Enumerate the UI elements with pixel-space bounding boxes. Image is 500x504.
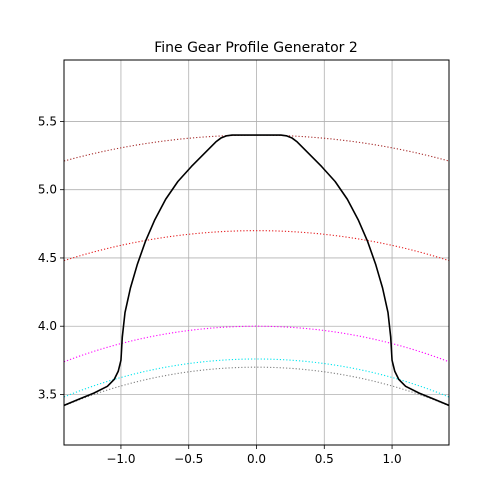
reference-circles [64, 134, 449, 407]
reference-circle [64, 366, 449, 407]
x-tick-label: 1.0 [383, 452, 402, 466]
profile-line [64, 134, 449, 407]
x-tick-label: −0.5 [174, 452, 203, 466]
reference-circle [64, 358, 449, 398]
gear-profile [64, 134, 449, 407]
x-tick-label: 0.5 [315, 452, 334, 466]
x-tick-label: 0.0 [247, 452, 266, 466]
y-tick-label: 5.5 [38, 114, 57, 128]
reference-circle [64, 230, 449, 262]
reference-circle [64, 325, 449, 363]
y-tick-label: 5.0 [38, 183, 57, 197]
axis-ticks: −1.0 −0.5 0.0 0.5 1.0 3.5 4.0 4.5 5.0 5.5 [38, 114, 402, 466]
grid-lines [64, 60, 449, 445]
y-tick-label: 4.0 [38, 319, 57, 333]
y-tick-label: 4.5 [38, 251, 57, 265]
y-tick-label: 3.5 [38, 387, 57, 401]
reference-circle [64, 134, 449, 162]
chart-title: Fine Gear Profile Generator 2 [154, 40, 358, 56]
x-tick-label: −1.0 [106, 452, 135, 466]
